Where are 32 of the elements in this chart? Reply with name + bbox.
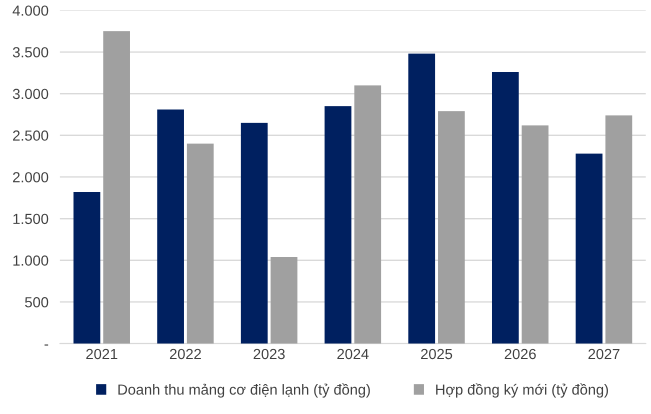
- y-tick-label: 4.000: [12, 5, 48, 16]
- y-tick-label: 500: [25, 297, 48, 308]
- bar: [324, 106, 352, 344]
- bar: [438, 111, 465, 344]
- y-tick-label: 3.500: [12, 47, 48, 58]
- legend-label: Doanh thu mảng cơ điện lạnh (tỷ đồng): [118, 383, 370, 398]
- bar: [157, 110, 184, 344]
- y-tick-label: 2.000: [13, 172, 48, 182]
- bar: [408, 54, 436, 344]
- bar: [492, 72, 519, 344]
- bar: [576, 154, 602, 344]
- bar: [103, 31, 130, 344]
- legend-label: Hợp đồng ký mới (tỷ đồng): [436, 383, 608, 398]
- y-tick-label: 2.500: [13, 130, 48, 141]
- bar: [354, 85, 382, 344]
- bar: [522, 125, 548, 344]
- y-tick-label: 1.500: [13, 214, 48, 224]
- bar: [270, 256, 298, 344]
- y-tick-label: -: [44, 344, 48, 346]
- x-tick-label: 2026: [504, 348, 536, 360]
- bar: [73, 192, 100, 344]
- x-tick-label: 2027: [588, 348, 620, 360]
- x-tick-label: 2025: [421, 348, 452, 360]
- y-tick-label: 3.000: [12, 88, 48, 100]
- x-tick-label: 2022: [170, 348, 201, 360]
- bar: [186, 144, 214, 344]
- bar: [605, 115, 632, 344]
- y-tick-label: 1.000: [13, 255, 48, 266]
- bar: [240, 122, 268, 344]
- x-tick-label: 2023: [254, 348, 285, 360]
- x-tick-label: 2024: [337, 348, 369, 360]
- x-tick-label: 2021: [86, 348, 118, 360]
